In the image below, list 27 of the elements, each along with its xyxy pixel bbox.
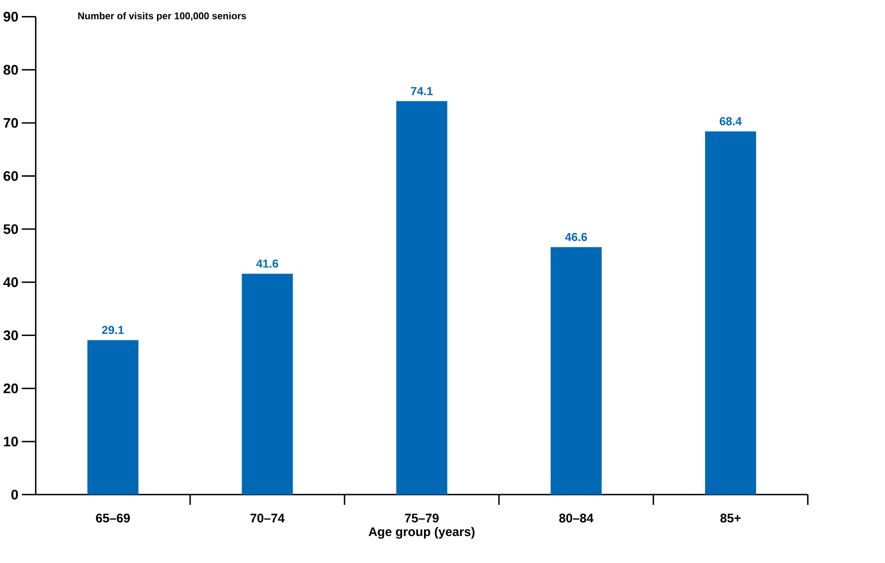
bar <box>396 100 448 494</box>
bar <box>705 131 756 494</box>
bar <box>242 274 293 494</box>
data-label: 46.6 <box>565 232 587 241</box>
x-tick-label: 70–74 <box>250 514 285 522</box>
y-tick-label: 30 <box>3 330 18 340</box>
y-tick-label: 40 <box>3 277 18 287</box>
y-tick-label: 80 <box>4 64 18 75</box>
y-tick-label: 90 <box>4 12 18 22</box>
data-label: 41.6 <box>256 259 278 268</box>
data-label: 68.4 <box>720 117 742 126</box>
bar <box>87 340 138 494</box>
y-tick-label: 60 <box>4 170 18 181</box>
y-tick-label: 0 <box>11 490 18 500</box>
y-axis-title: Number of visits per 100,000 seniors <box>78 12 246 22</box>
x-axis-title: Age group (years) <box>368 526 475 539</box>
bar <box>550 247 602 494</box>
x-tick-label: 65–69 <box>96 514 130 522</box>
y-tick-label: 20 <box>4 383 18 394</box>
x-tick-label: 75–79 <box>404 514 439 522</box>
data-label: 29.1 <box>102 326 124 334</box>
data-label: 74.1 <box>411 86 433 95</box>
x-tick-label: 85+ <box>720 514 741 522</box>
y-tick-label: 10 <box>4 436 18 446</box>
x-tick-label: 80–84 <box>559 514 594 522</box>
y-tick-label: 70 <box>4 118 18 128</box>
y-tick-label: 50 <box>4 224 18 234</box>
